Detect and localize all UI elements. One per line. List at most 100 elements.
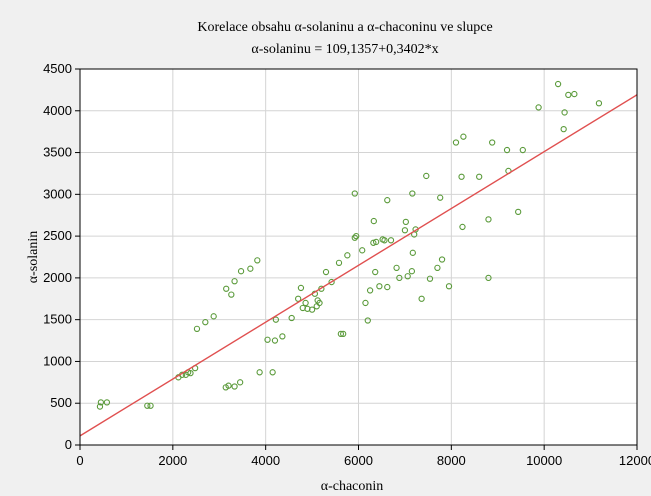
y-tick-label: 4500	[43, 61, 72, 76]
data-point	[359, 247, 366, 254]
x-tick-label: 8000	[437, 453, 466, 468]
x-tick-label: 4000	[251, 453, 280, 468]
x-axis-label: α-chaconin	[321, 479, 384, 494]
data-point	[318, 285, 325, 292]
data-point	[279, 333, 286, 340]
data-point	[561, 109, 568, 116]
data-point	[458, 173, 465, 180]
data-point	[337, 330, 345, 338]
data-point	[210, 313, 217, 320]
data-point	[351, 234, 358, 241]
data-point	[353, 232, 360, 240]
data-point	[225, 382, 232, 389]
data-point	[489, 139, 496, 146]
data-point	[231, 383, 238, 390]
data-point	[409, 190, 416, 197]
data-point	[565, 91, 572, 99]
x-tick-label: 10000	[526, 453, 562, 468]
data-point	[393, 264, 400, 272]
data-point	[147, 402, 154, 409]
data-point	[223, 285, 230, 292]
y-tick-label: 1500	[43, 312, 72, 327]
data-point	[401, 227, 409, 234]
data-point	[308, 306, 316, 313]
data-point	[247, 265, 254, 272]
x-tick-label: 2000	[158, 453, 187, 468]
data-point	[187, 369, 194, 377]
data-point	[370, 239, 377, 246]
data-point	[272, 316, 280, 323]
data-point	[459, 223, 466, 231]
data-point	[535, 104, 542, 111]
data-point	[387, 237, 395, 244]
chart-subtitle: α-solaninu = 109,1357+0,3402*x	[251, 42, 438, 57]
data-point	[384, 197, 391, 204]
data-point	[515, 208, 522, 216]
y-axis-ticks: 0 500 1000 1500 2000 2500 3000 3500 4000 4500	[43, 61, 80, 452]
data-point	[271, 337, 279, 344]
y-axis-label: α-solanin	[26, 231, 41, 283]
data-point	[426, 275, 434, 282]
data-point	[554, 80, 562, 88]
data-point	[408, 268, 416, 275]
data-point	[364, 317, 371, 324]
data-point	[409, 249, 416, 256]
data-point	[264, 336, 271, 343]
data-point	[103, 399, 111, 406]
data-point	[560, 126, 567, 133]
y-tick-label: 4000	[43, 103, 72, 118]
data-point	[228, 291, 235, 298]
x-tick-label: 6000	[344, 453, 373, 468]
data-point	[372, 268, 379, 276]
data-point	[381, 237, 388, 244]
data-point	[485, 274, 492, 282]
data-point	[460, 133, 467, 140]
data-point	[231, 278, 238, 285]
y-tick-label: 3000	[43, 186, 72, 201]
y-tick-label: 2500	[43, 228, 72, 243]
data-point	[96, 403, 104, 410]
data-point	[351, 190, 358, 197]
x-tick-label: 0	[76, 453, 83, 468]
data-point	[344, 252, 351, 259]
data-point	[236, 379, 244, 386]
data-point	[595, 100, 603, 107]
data-point	[254, 257, 261, 264]
data-point	[376, 283, 383, 290]
y-tick-label: 2000	[43, 270, 72, 285]
data-point	[295, 295, 302, 302]
data-point	[437, 194, 444, 201]
y-tick-label: 500	[50, 395, 72, 410]
data-point	[434, 264, 441, 272]
y-tick-label: 3500	[43, 145, 72, 160]
data-point	[362, 299, 369, 307]
data-point	[402, 218, 409, 226]
data-point	[202, 319, 209, 326]
data-point	[366, 287, 374, 294]
data-point	[384, 283, 391, 291]
data-point	[571, 90, 578, 98]
data-point	[322, 268, 330, 276]
data-point	[302, 299, 309, 307]
data-point	[372, 238, 380, 246]
data-point	[519, 146, 526, 154]
y-tick-label: 0	[65, 437, 72, 452]
data-point	[193, 325, 201, 333]
regression-line	[79, 94, 638, 437]
data-point	[288, 314, 295, 322]
data-point	[340, 330, 347, 338]
data-point	[476, 173, 483, 180]
data-point	[396, 274, 403, 282]
data-point	[269, 369, 276, 376]
data-point	[97, 399, 105, 406]
data-point	[452, 139, 460, 146]
chart-title: Korelace obsahu α-solaninu a α-chaconinu…	[197, 20, 492, 35]
data-point	[418, 295, 425, 302]
data-point	[144, 402, 151, 409]
data-point	[328, 278, 335, 286]
data-point	[370, 217, 377, 225]
